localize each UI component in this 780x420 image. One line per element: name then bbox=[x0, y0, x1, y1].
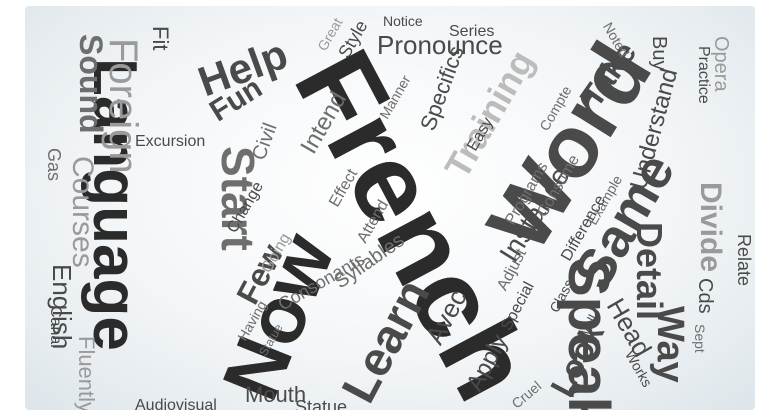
word-foreign: Foreign bbox=[101, 38, 145, 174]
word-way: Way bbox=[649, 306, 691, 383]
word-sept: Sept bbox=[692, 324, 708, 353]
word-canal: Canal bbox=[47, 306, 64, 348]
word-cds: Cds bbox=[694, 278, 716, 314]
word-relate: Relate bbox=[734, 234, 754, 287]
word-fit: Fit bbox=[148, 26, 173, 51]
word-gas: Gas bbox=[44, 148, 64, 182]
word-cruel: Cruel bbox=[508, 377, 545, 410]
word-audiovisual: Audiovisual bbox=[135, 397, 217, 411]
word-sound: Sound bbox=[73, 34, 109, 134]
word-practice: Practice bbox=[695, 46, 712, 104]
word-courses: Courses bbox=[66, 156, 99, 268]
word-series: Series bbox=[449, 23, 495, 40]
word-excursion: Excursion bbox=[135, 133, 206, 150]
word-divide: Divide bbox=[694, 182, 727, 273]
word-opera: Opera bbox=[710, 36, 732, 92]
word-notice: Notice bbox=[383, 13, 423, 29]
word-fluently: Fluently bbox=[74, 336, 99, 410]
word-civil: Civil bbox=[248, 120, 282, 164]
word-pronounce: Pronounce bbox=[377, 30, 503, 60]
word-mouth: Mouth bbox=[245, 382, 307, 407]
word-statue: Statue bbox=[295, 397, 348, 410]
word-buy: Buy bbox=[648, 36, 670, 71]
word-cloud: French Word Language Now Speak Same Lear… bbox=[25, 6, 755, 410]
